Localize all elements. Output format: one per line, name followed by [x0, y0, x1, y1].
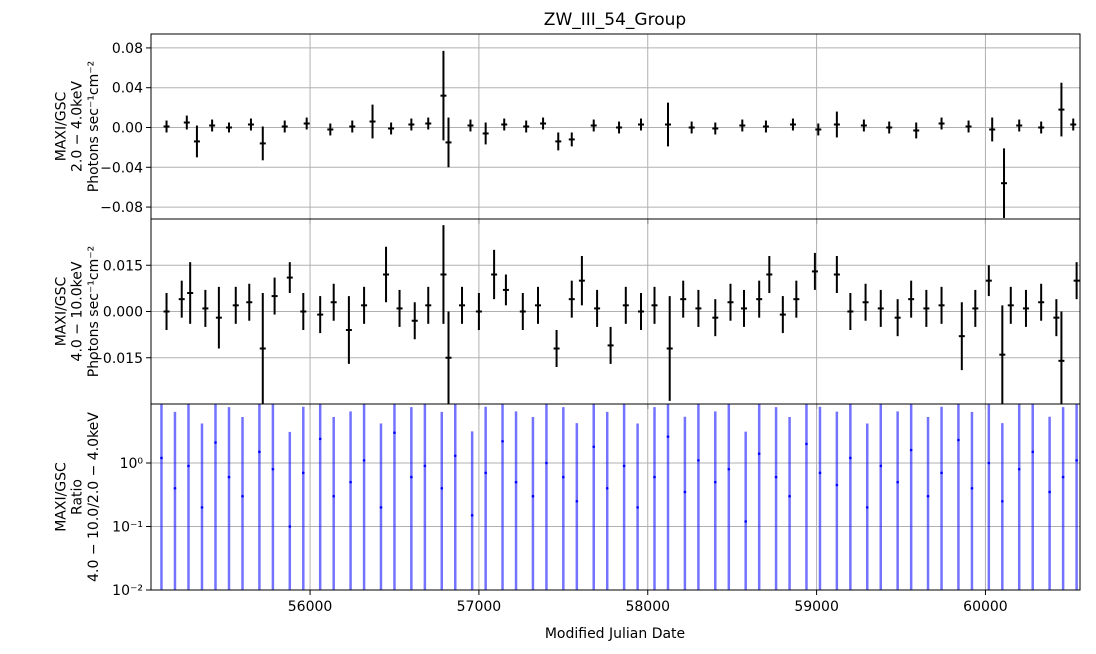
panel-soft-band: −0.08 −0.04 0.00 0.04 0.08 MAXI/GSC2.0 − 4.0k…: [54, 33, 1081, 224]
data-point: [484, 471, 487, 475]
data-point: [622, 464, 626, 468]
data-point: [514, 480, 518, 484]
data-point: [605, 486, 609, 490]
x-tick-label: 58000: [625, 599, 670, 615]
data-point: [575, 499, 579, 503]
data-point: [453, 454, 457, 458]
data-point: [379, 506, 383, 509]
y-tick-label: −0.04: [100, 160, 143, 176]
data-point: [531, 494, 535, 498]
y-axis-label: MAXI/GSCRatio4.0 − 10.0/2.0 − 4.0keV: [54, 412, 102, 582]
y-tick-label: 0.08: [112, 41, 143, 57]
y-axis-label-line: 4.0 − 10.0/2.0 − 4.0keV: [86, 412, 102, 582]
y-axis-label-line: MAXI/GSC: [54, 91, 70, 161]
data-point: [1048, 490, 1051, 494]
data-point: [879, 464, 883, 468]
y-tick-label: 0.000: [103, 305, 143, 321]
data-point: [393, 431, 396, 435]
y-tick-label: 0.04: [112, 81, 143, 97]
data-point: [592, 445, 596, 449]
x-tick-label: 56000: [288, 599, 333, 615]
data-point: [302, 471, 305, 475]
data-point: [713, 480, 717, 484]
data-point: [271, 467, 275, 471]
data-point: [653, 475, 656, 479]
panel-frame: [150, 403, 1081, 591]
data-point: [200, 506, 204, 509]
data-point: [926, 494, 930, 498]
x-tick-label: 60000: [963, 599, 1008, 615]
data-point: [744, 520, 747, 523]
y-axis-label-line: Ratio: [70, 479, 86, 515]
y-axis-label: MAXI/GSC2.0 − 4.0keVPhotons sec⁻¹cm⁻²: [54, 61, 102, 193]
data-point: [410, 475, 413, 479]
panel-ratio: 56000 57000 58000 59000 60000 10⁻² 10⁻¹ 10⁰ MAXI…: [54, 403, 1081, 615]
data-point: [1075, 459, 1078, 462]
y-axis-label-line: 4.0 − 10.0keV: [70, 261, 86, 361]
data-point: [970, 486, 974, 490]
data-point: [423, 464, 427, 468]
y-axis-label-line: 2.0 − 4.0keV: [70, 81, 86, 172]
data-point: [957, 438, 960, 442]
data-point: [727, 467, 731, 471]
data-point: [666, 435, 670, 438]
data-point: [757, 452, 761, 456]
y-axis-label-line: MAXI/GSC: [54, 462, 70, 532]
data-point: [545, 461, 548, 465]
data-point: [818, 471, 822, 475]
data-point: [362, 459, 366, 462]
data-point: [173, 486, 177, 490]
data-point: [835, 483, 839, 487]
chart-title: ZW_III_54_Group: [544, 10, 686, 30]
data-point: [697, 459, 700, 462]
data-point: [636, 506, 639, 509]
data-point: [774, 475, 778, 479]
data-point: [987, 461, 991, 465]
data-point: [227, 475, 231, 479]
data-point: [288, 525, 292, 528]
data-point: [258, 450, 261, 454]
data-point: [1061, 475, 1065, 479]
x-tick-label: 59000: [794, 599, 839, 615]
y-tick-label: −0.015: [91, 351, 143, 367]
data-point: [896, 480, 899, 484]
data-point: [940, 471, 943, 475]
data-point: [440, 486, 444, 490]
y-axis-label: MAXI/GSC4.0 − 10.0keVPhotons sec⁻¹cm⁻²: [54, 246, 102, 378]
y-axis-label-line: Photons sec⁻¹cm⁻²: [86, 246, 102, 378]
data-point: [501, 439, 504, 443]
data-point: [470, 514, 474, 517]
y-tick-label: −0.08: [100, 200, 143, 216]
y-tick-label: 10⁻¹: [112, 520, 143, 536]
data-point: [1031, 450, 1035, 454]
y-tick-label: 10⁻²: [112, 583, 143, 599]
data-point: [865, 506, 869, 509]
data-point: [909, 448, 913, 452]
data-point: [562, 475, 565, 479]
data-point: [241, 494, 244, 498]
data-point: [1017, 467, 1021, 471]
data-point: [187, 464, 190, 468]
x-axis-label: Modified Julian Date: [545, 626, 685, 642]
data-point: [683, 490, 687, 494]
y-tick-label: 10⁰: [120, 456, 144, 472]
data-point: [805, 442, 808, 446]
data-point: [214, 441, 217, 444]
x-tick-label: 57000: [457, 599, 502, 615]
data-point: [1001, 499, 1004, 503]
data-point: [349, 480, 352, 484]
data-point: [332, 494, 335, 498]
y-tick-label: 0.00: [112, 120, 143, 136]
data-point: [788, 494, 791, 498]
y-axis-label-line: MAXI/GSC: [54, 276, 70, 346]
data-point: [849, 456, 852, 460]
data-point: [318, 437, 322, 441]
y-tick-label: 0.015: [103, 258, 143, 274]
data-point: [160, 456, 163, 460]
y-axis-label-line: Photons sec⁻¹cm⁻²: [86, 61, 102, 193]
